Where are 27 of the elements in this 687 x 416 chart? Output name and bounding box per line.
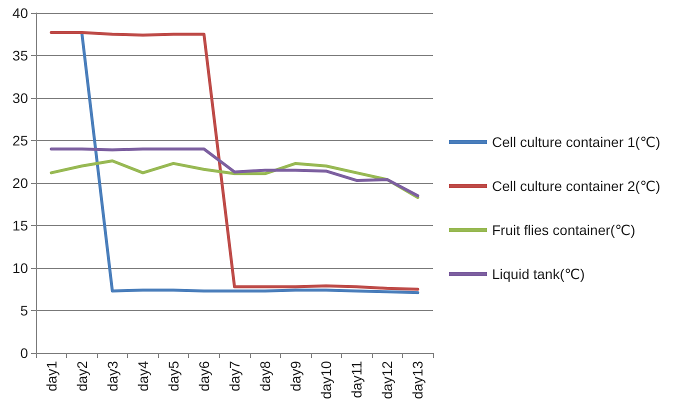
x-tick-label: day12 [379,360,396,400]
y-tick-label: 35 [12,48,28,64]
x-tick-label: day9 [288,360,304,392]
legend-label: Cell culture container 1(℃) [492,134,660,150]
y-tick-label: 0 [20,345,28,361]
x-tick-label: day13 [410,360,426,400]
y-tick-label: 30 [12,90,28,106]
y-tick-label: 15 [12,218,28,234]
x-tick-label: day7 [226,360,242,392]
y-tick-label: 40 [12,5,28,21]
legend-label: Liquid tank(℃) [492,266,585,282]
x-tick-label: day2 [74,360,90,392]
x-tick-label: day6 [196,360,212,392]
y-tick-label: 25 [12,132,28,148]
x-tick-label: day1 [43,360,60,392]
x-tick-label: day10 [318,360,334,400]
x-tick-label: day5 [165,360,182,392]
y-tick-label: 20 [12,175,28,191]
y-tick-label: 10 [12,260,28,276]
y-tick-label: 5 [20,302,28,318]
legend-label: Fruit flies container(℃) [492,222,636,238]
x-tick-label: day4 [134,360,151,392]
x-tick-label: day3 [104,360,120,392]
x-tick-label: day8 [257,360,274,392]
x-tick-label: day11 [348,360,365,398]
line-series [50,148,420,198]
legend-label: Cell culture container 2(℃) [492,178,660,194]
